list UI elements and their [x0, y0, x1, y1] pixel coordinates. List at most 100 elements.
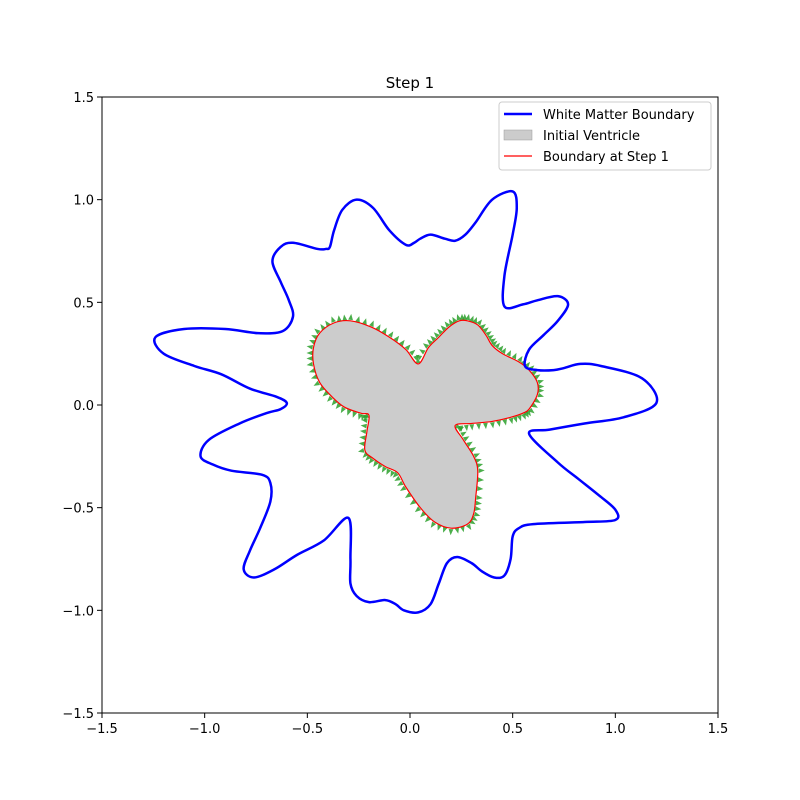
velocity-arrow: [400, 485, 407, 491]
x-tick-label: 1.0: [605, 722, 626, 737]
velocity-arrow: [409, 349, 416, 356]
velocity-arrow: [415, 354, 423, 361]
velocity-arrow: [360, 414, 366, 421]
velocity-arrow: [306, 344, 314, 350]
y-tick-label: 0.5: [73, 296, 94, 311]
velocity-arrow: [469, 519, 476, 525]
velocity-arrow: [430, 521, 437, 528]
velocity-arrow: [444, 321, 451, 328]
velocity-arrow: [494, 342, 500, 349]
velocity-arrow: [475, 458, 482, 464]
velocity-arrow: [363, 414, 369, 422]
velocity-arrow: [531, 370, 538, 376]
velocity-arrow: [433, 332, 440, 339]
velocity-arrow: [365, 454, 372, 461]
velocity-arrow: [448, 528, 454, 536]
velocity-arrow: [506, 350, 512, 357]
velocity-arrow: [489, 421, 495, 429]
x-tick-label: −1.5: [86, 722, 118, 737]
velocity-arrow: [469, 315, 474, 323]
velocity-arrows: [306, 313, 545, 536]
velocity-arrow: [342, 314, 348, 321]
velocity-arrow: [472, 317, 477, 324]
velocity-arrow: [517, 355, 523, 363]
velocity-arrow: [335, 402, 342, 410]
velocity-arrow: [531, 402, 538, 408]
velocity-arrow: [422, 343, 430, 349]
velocity-arrow: [525, 409, 531, 417]
velocity-arrow: [393, 335, 400, 343]
velocity-arrow: [314, 328, 321, 335]
velocity-arrow: [473, 453, 481, 459]
velocity-arrow: [337, 315, 342, 322]
legend-label-initial-ventricle: Initial Ventricle: [543, 129, 640, 144]
x-tick-label: 0.5: [502, 722, 523, 737]
velocity-arrow: [476, 463, 484, 468]
velocity-arrow: [502, 419, 507, 426]
velocity-arrow: [357, 448, 365, 453]
velocity-arrow: [381, 466, 387, 473]
velocity-arrow: [430, 335, 437, 342]
velocity-arrow: [392, 471, 399, 478]
velocity-arrow: [466, 441, 473, 447]
velocity-arrow: [404, 344, 411, 351]
velocity-arrow: [397, 480, 404, 486]
velocity-arrow: [469, 447, 477, 453]
velocity-arrow: [359, 435, 366, 441]
velocity-arrow: [424, 516, 431, 523]
velocity-arrow: [420, 511, 427, 518]
x-tick-label: 0.0: [400, 722, 421, 737]
velocity-arrow: [409, 499, 417, 505]
x-tick-label: −0.5: [292, 722, 324, 737]
velocity-arrow: [475, 500, 482, 506]
velocity-arrow: [478, 468, 485, 474]
velocity-arrow: [537, 392, 545, 398]
velocity-arrow: [358, 441, 365, 447]
velocity-arrow: [500, 347, 507, 355]
y-axis: −1.5 −1.0 −0.5 0.0 0.5 1.0 1.5: [62, 91, 102, 722]
legend-label-boundary-step: Boundary at Step 1: [543, 150, 669, 165]
velocity-arrow: [369, 320, 374, 328]
velocity-arrow: [474, 506, 482, 511]
velocity-arrow: [306, 361, 314, 367]
velocity-arrow: [491, 340, 498, 347]
velocity-arrow: [476, 319, 483, 326]
velocity-arrow: [521, 413, 526, 420]
velocity-arrow: [482, 327, 489, 334]
velocity-arrow: [485, 331, 492, 337]
velocity-arrow: [390, 470, 396, 477]
velocity-arrow: [414, 506, 422, 513]
velocity-arrow: [313, 380, 321, 386]
velocity-arrow: [437, 328, 444, 335]
velocity-arrow: [377, 463, 383, 470]
velocity-arrow: [473, 511, 481, 517]
velocity-arrow: [362, 318, 367, 325]
velocity-arrow: [359, 429, 367, 434]
y-tick-label: 1.5: [73, 91, 94, 106]
plot-area: [153, 189, 659, 614]
velocity-arrow: [533, 374, 541, 380]
velocity-arrow: [331, 316, 336, 323]
velocity-arrow: [358, 413, 363, 420]
velocity-arrow: [511, 352, 517, 360]
velocity-arrow: [331, 399, 338, 406]
x-tick-label: −1.0: [189, 722, 221, 737]
y-tick-label: 1.0: [73, 194, 94, 209]
velocity-arrow: [362, 451, 369, 458]
series-initial-ventricle: [312, 320, 539, 529]
velocity-arrow: [538, 384, 545, 389]
legend-frame: [498, 101, 712, 171]
velocity-arrow: [352, 411, 358, 418]
velocity-arrow: [404, 492, 412, 498]
velocity-arrow: [322, 390, 329, 397]
velocity-arrow: [448, 318, 455, 326]
velocity-arrow: [355, 316, 360, 323]
velocity-arrow: [462, 313, 468, 320]
velocity-arrow: [387, 331, 394, 338]
velocity-arrow: [471, 515, 478, 521]
velocity-arrow: [476, 423, 481, 430]
legend-swatch-initial-ventricle: [503, 129, 533, 141]
velocity-arrow: [496, 420, 501, 427]
velocity-arrow: [452, 316, 458, 324]
velocity-arrow: [440, 325, 447, 332]
